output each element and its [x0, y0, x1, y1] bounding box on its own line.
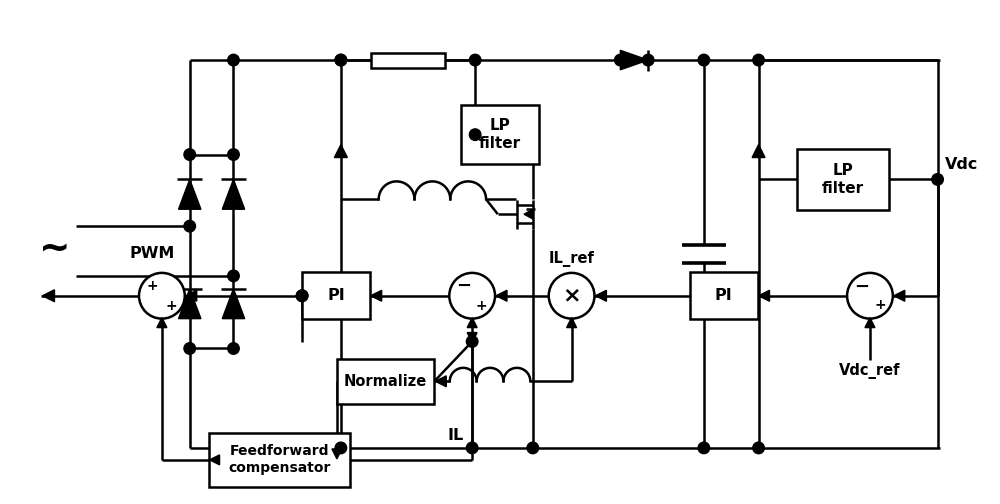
Circle shape — [184, 149, 195, 160]
Text: Feedforward
compensator: Feedforward compensator — [228, 444, 330, 475]
Text: Normalize: Normalize — [344, 374, 427, 389]
FancyBboxPatch shape — [371, 52, 445, 68]
Text: Vdc_ref: Vdc_ref — [839, 363, 901, 380]
Text: ×: × — [562, 286, 581, 306]
FancyBboxPatch shape — [797, 149, 889, 210]
Circle shape — [698, 54, 710, 66]
FancyBboxPatch shape — [461, 105, 539, 164]
Circle shape — [466, 442, 478, 454]
Polygon shape — [595, 290, 606, 301]
Polygon shape — [759, 290, 770, 301]
Circle shape — [139, 273, 185, 319]
Circle shape — [615, 54, 626, 66]
Circle shape — [335, 54, 347, 66]
Text: −: − — [456, 277, 471, 295]
Circle shape — [184, 343, 195, 354]
Text: +: + — [475, 299, 487, 312]
Polygon shape — [496, 290, 507, 301]
Text: IL: IL — [447, 428, 463, 443]
Polygon shape — [467, 333, 477, 343]
Circle shape — [932, 174, 943, 185]
Circle shape — [698, 442, 710, 454]
Text: −: − — [854, 278, 870, 296]
Text: Vdc: Vdc — [945, 157, 978, 172]
Text: +: + — [874, 298, 886, 311]
Circle shape — [335, 54, 347, 66]
Polygon shape — [435, 376, 446, 387]
Circle shape — [469, 54, 481, 66]
Circle shape — [228, 149, 239, 160]
Polygon shape — [752, 145, 765, 158]
Polygon shape — [179, 289, 201, 319]
Text: +: + — [165, 299, 177, 312]
Circle shape — [469, 129, 481, 141]
Polygon shape — [620, 50, 648, 70]
Polygon shape — [43, 290, 54, 302]
Text: IL_ref: IL_ref — [549, 251, 595, 267]
Polygon shape — [371, 290, 382, 301]
Circle shape — [642, 54, 654, 66]
Text: PI: PI — [327, 288, 345, 303]
Polygon shape — [186, 290, 197, 301]
Circle shape — [228, 270, 239, 282]
Polygon shape — [222, 179, 245, 209]
Polygon shape — [894, 290, 905, 301]
Circle shape — [466, 336, 478, 347]
Circle shape — [753, 54, 764, 66]
Text: PI: PI — [715, 288, 733, 303]
Polygon shape — [467, 318, 477, 328]
Text: PWM: PWM — [129, 246, 175, 261]
Polygon shape — [179, 179, 201, 209]
FancyBboxPatch shape — [302, 272, 370, 319]
Circle shape — [296, 290, 308, 301]
Text: ~: ~ — [39, 231, 70, 267]
Polygon shape — [334, 145, 347, 158]
Circle shape — [296, 290, 308, 301]
Circle shape — [847, 273, 893, 319]
Polygon shape — [157, 318, 167, 328]
Circle shape — [753, 442, 764, 454]
Circle shape — [228, 54, 239, 66]
Polygon shape — [865, 318, 875, 328]
FancyBboxPatch shape — [209, 433, 350, 487]
Circle shape — [549, 273, 594, 319]
Text: LP
filter: LP filter — [479, 118, 521, 151]
Text: +: + — [146, 279, 158, 293]
Circle shape — [527, 442, 539, 454]
Circle shape — [228, 343, 239, 354]
Polygon shape — [524, 210, 533, 219]
FancyBboxPatch shape — [337, 359, 434, 404]
Circle shape — [335, 442, 347, 454]
FancyBboxPatch shape — [690, 272, 758, 319]
Text: LP
filter: LP filter — [822, 163, 864, 196]
Polygon shape — [332, 449, 342, 459]
Polygon shape — [222, 289, 245, 319]
Polygon shape — [567, 318, 577, 328]
Circle shape — [184, 220, 195, 232]
Polygon shape — [210, 455, 220, 465]
Circle shape — [449, 273, 495, 319]
